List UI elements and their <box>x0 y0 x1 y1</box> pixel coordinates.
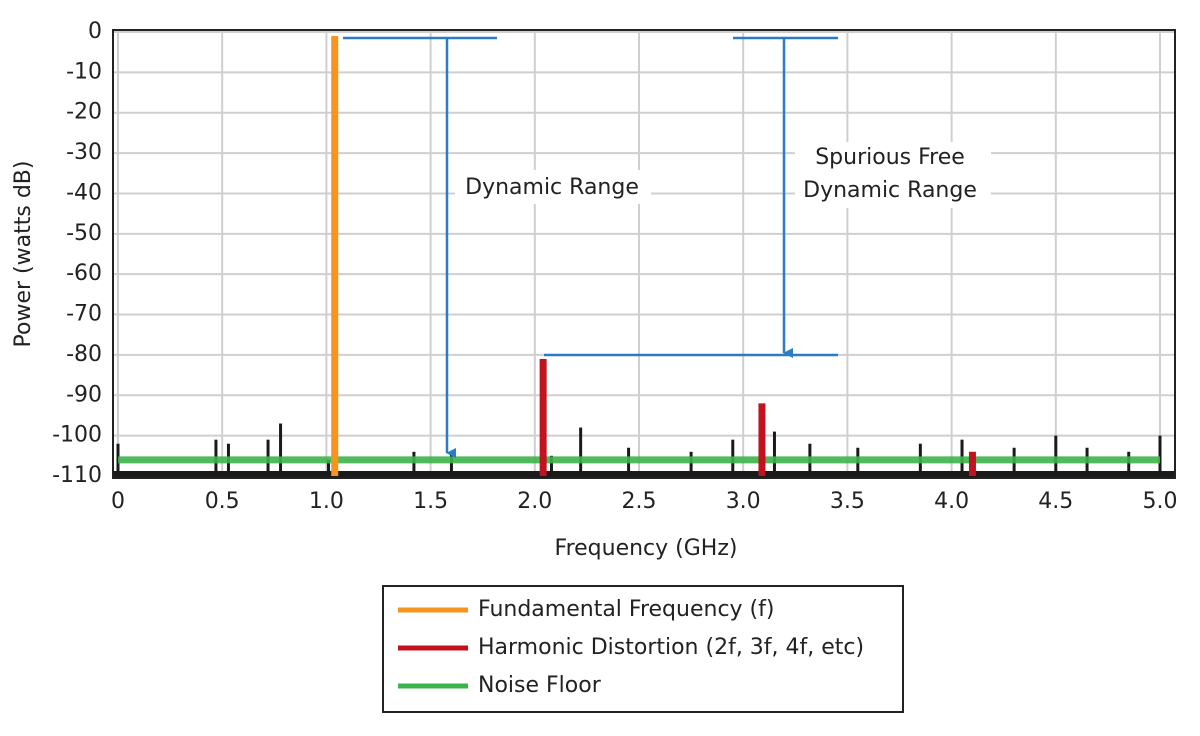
legend <box>382 585 904 713</box>
y-tick-label: -20 <box>66 100 102 125</box>
y-tick-label: -40 <box>66 180 102 205</box>
y-tick-label: -110 <box>52 463 102 488</box>
dynamic-range-arrow <box>343 36 838 458</box>
legend-label: Fundamental Frequency (f) <box>478 597 774 622</box>
x-tick-label: 1.0 <box>309 489 344 514</box>
y-tick-label: -100 <box>52 423 102 448</box>
x-axis-label: Frequency (GHz) <box>555 536 738 561</box>
x-tick-label: 4.0 <box>934 489 969 514</box>
x-tick-label: 4.5 <box>1038 489 1073 514</box>
legend-label: Harmonic Distortion (2f, 3f, 4f, etc) <box>478 635 864 660</box>
x-tick-label: 0.5 <box>205 489 240 514</box>
y-tick-label: 0 <box>88 19 102 44</box>
y-tick-label: -90 <box>66 382 102 407</box>
y-tick-label: -50 <box>66 221 102 246</box>
y-tick-label: -70 <box>66 302 102 327</box>
x-tick-label: 5.0 <box>1143 489 1178 514</box>
x-tick-label: 2.5 <box>622 489 657 514</box>
y-tick-label: -30 <box>66 140 102 165</box>
noise-band <box>113 471 1175 478</box>
annotation: Dynamic Range <box>465 175 639 200</box>
y-tick-label: -10 <box>66 59 102 84</box>
annotation: Spurious Free <box>815 145 965 170</box>
x-tick-label: 3.5 <box>830 489 865 514</box>
y-tick-label: -60 <box>66 261 102 286</box>
annotation: Dynamic Range <box>803 178 977 203</box>
plot-frame <box>112 29 1176 479</box>
x-tick-label: 3.0 <box>726 489 761 514</box>
legend-label: Noise Floor <box>478 673 602 698</box>
x-tick-label: 0 <box>111 489 125 514</box>
y-tick-label: -80 <box>66 342 102 367</box>
y-axis-label: Power (watts dB) <box>11 161 36 348</box>
x-tick-label: 2.0 <box>517 489 552 514</box>
x-tick-label: 1.5 <box>413 489 448 514</box>
